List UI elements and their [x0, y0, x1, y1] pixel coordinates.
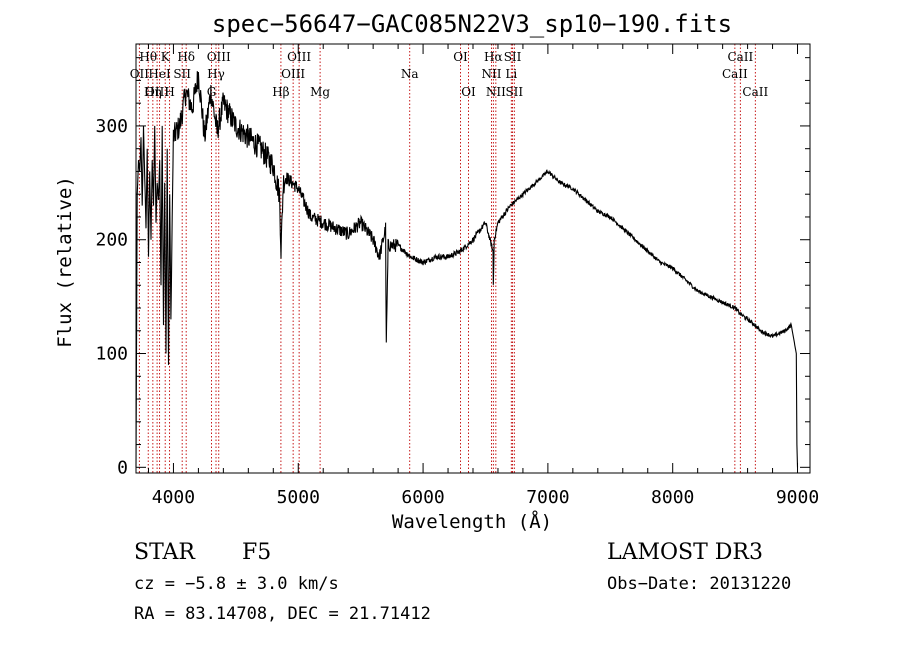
spectral-line-label: NII — [486, 85, 506, 99]
spectral-line-label: OII — [130, 67, 150, 81]
spectrum-series-line — [135, 71, 799, 468]
spectral-line-label: SII — [173, 67, 191, 81]
spectral-line-label: CaII — [742, 85, 768, 99]
spectral-line-label: OIII — [287, 50, 311, 64]
y-tick-label: 200 — [95, 230, 128, 251]
coordinates-text: RA = 83.14708, DEC = 21.71412 — [134, 604, 431, 624]
spectral-line-label: OIII — [281, 67, 305, 81]
y-tick-label: 300 — [95, 116, 128, 137]
chart-title: spec−56647−GAC085N22V3_sp10−190.fits — [212, 10, 732, 38]
spectral-line-label: Hα — [484, 50, 503, 64]
axis-ticks: 4000 5000 6000 7000 8000 9000 0 100 200 300 — [95, 44, 819, 508]
spectral-line-label: H — [164, 85, 174, 99]
object-class: STAR — [134, 540, 195, 565]
plot-frame — [135, 43, 811, 474]
spectral-line-label: OI — [453, 50, 468, 64]
velocity-text: cz = −5.8 ± 3.0 km/s — [134, 574, 339, 594]
x-tick-label: 7000 — [526, 487, 569, 508]
spectral-line-label: Hθ — [139, 50, 157, 64]
spectral-line-label: Mg — [310, 85, 330, 99]
spectral-line-label: Hγ — [207, 67, 225, 81]
spectral-line-label: OIII — [207, 50, 231, 64]
x-tick-label: 8000 — [651, 487, 694, 508]
x-tick-label: 9000 — [776, 487, 819, 508]
spectral-line-label: Na — [401, 67, 419, 81]
spectral-line-label: SII — [505, 85, 523, 99]
spectral-line-label: OI — [461, 85, 476, 99]
spectral-line-label: Li — [505, 67, 517, 81]
x-tick-label: 4000 — [152, 487, 195, 508]
spectral-line-label: Hβ — [272, 85, 289, 99]
y-tick-label: 0 — [117, 457, 128, 478]
spectral-line-label: CaII — [727, 50, 753, 64]
x-tick-label: 5000 — [277, 487, 320, 508]
object-subclass: F5 — [242, 540, 272, 565]
obs-date: Obs−Date: 20131220 — [607, 574, 792, 594]
spectral-line-label: SII — [504, 50, 522, 64]
y-tick-label: 100 — [95, 344, 128, 365]
spectral-line-label: CaII — [722, 67, 748, 81]
spectral-line-label: Hη — [144, 85, 162, 99]
spectral-line-label: OIII — [145, 85, 169, 99]
x-tick-label: 6000 — [401, 487, 444, 508]
spectral-line-label: Hδ — [177, 50, 195, 64]
x-axis-label: Wavelength (Å) — [392, 510, 552, 533]
survey-name: LAMOST DR3 — [607, 540, 763, 565]
spectral-line-label: K — [161, 50, 171, 64]
y-axis-label: Flux (relative) — [54, 176, 76, 348]
spectral-line-label: HeI — [148, 67, 171, 81]
spectral-line-label: NII — [481, 67, 501, 81]
